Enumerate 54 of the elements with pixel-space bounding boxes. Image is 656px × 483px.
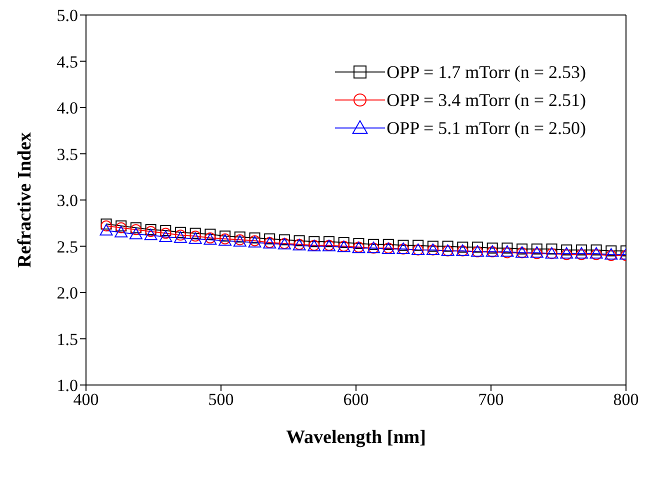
legend-label: OPP = 3.4 mTorr (n = 2.51) [386,90,586,110]
point [382,238,394,250]
point [516,244,528,255]
point [175,226,186,238]
point [412,240,424,251]
point [160,225,172,236]
x-tick-label: 800 [613,390,639,410]
y-tick-label: 1.5 [56,330,78,349]
point [442,240,454,252]
point [144,228,158,240]
point [606,245,617,256]
point [129,228,142,240]
y-tick-label: 3.5 [56,144,78,164]
point [308,236,320,248]
y-tick-label: 4.5 [56,52,78,72]
point [472,242,483,253]
point [100,224,113,236]
point [249,232,260,244]
point [576,244,587,256]
y-tick-label: 2.0 [56,284,78,303]
point [264,233,276,244]
point [204,228,216,240]
point [502,242,513,254]
point [546,244,558,255]
x-tick-label: 700 [478,390,504,410]
point [486,242,498,254]
point [294,235,305,246]
x-axis-title: Wavelength [nm] [286,427,426,448]
point [338,237,350,248]
point [457,242,468,253]
point [561,244,572,256]
point [190,228,201,239]
point [234,232,246,242]
point [278,234,290,246]
point [368,238,380,250]
legend-label: OPP = 1.7 mTorr (n = 2.53) [386,62,586,82]
x-tick-label: 500 [208,390,234,410]
legend-label: OPP = 5.1 mTorr (n = 2.50) [386,118,586,138]
y-tick-label: 2.5 [56,237,78,256]
x-tick-label: 600 [343,390,369,410]
y-tick-label: 4.0 [56,98,78,118]
point [324,236,334,248]
point [159,230,172,242]
point [531,244,542,255]
point [427,240,438,252]
point [114,226,128,238]
point [160,228,172,239]
point [353,238,364,249]
point [590,244,602,256]
point [220,230,231,242]
y-tick-label: 3.0 [56,191,78,210]
point [398,240,409,251]
y-tick-label: 5.0 [56,6,78,26]
y-axis-title: Refractive Index [14,132,36,268]
